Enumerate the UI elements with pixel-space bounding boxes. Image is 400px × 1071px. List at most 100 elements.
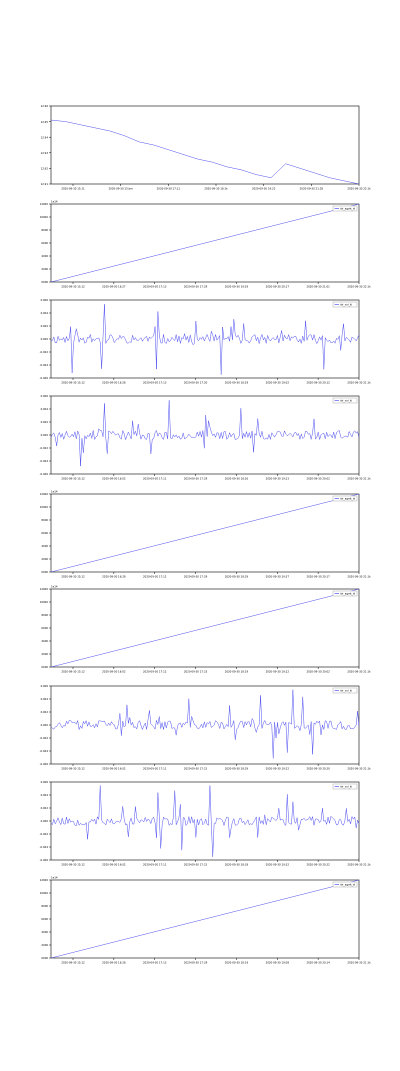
series-line [50,400,360,467]
y-tick-label: -0.006 [40,858,49,862]
y-tick-label: 0.002 [41,710,49,714]
x-tick-label: 2020-09-30 18:1k [204,187,228,191]
x-tick-label: 2020-09-30 16:27 [102,285,126,289]
legend-label: idr_vol_ki [340,785,352,789]
y-tick-label: 10000 [40,891,49,895]
series-line [50,203,360,283]
x-tick-label: 2020-09-30 21:1k [347,670,371,674]
y-tick-label: 6000 [41,531,48,535]
y-tick-label: 8000 [41,518,48,522]
x-tick-label: 2020-09-30 15:12 [61,863,85,867]
x-tick-label: 2020-09-30 15:12 [61,670,85,674]
series-line [50,785,360,857]
x-tick-label: 2020-09-30 16:28 [102,575,126,579]
y-tick-label: 0.002 [41,806,49,810]
x-tick-label: 2020-09-30 20:17 [306,575,330,579]
x-tick-label: 2020-09-30 20:02 [306,477,330,481]
y-tick-label: 4000 [41,639,48,643]
x-tick-label: 2020-09-30 18:29 [225,381,249,385]
legend-box [332,687,358,694]
y-tick-label: -0.002 [40,736,49,740]
offset-text: 1e14 [51,585,58,589]
x-tick-label: 2020-09-30 20:20 [306,767,330,771]
legend-label: idr_agmt_id [340,592,356,596]
x-tick-label: 2020-09-30 15:11 [61,187,85,191]
legend-label: idr_agmt_id [340,883,356,887]
x-tick-label: 2020-09-30 19:02 [266,381,290,385]
series-line [50,304,360,375]
y-tick-label: 0.004 [41,793,49,797]
x-tick-label: 2020-09-30 22:1k [347,187,371,191]
x-tick-label: 2020-09-30 19:22 [252,187,276,191]
x-tick-label: 2020-09-30 16:02 [102,670,126,674]
y-tick-label: -0.002 [40,832,49,836]
y-tick-label: -0.004 [40,459,49,463]
x-tick-label: 2020-09-30 19:22 [266,670,290,674]
y-tick-label: 4000 [41,544,48,548]
x-tick-label: 2020-09-30 18:29 [225,575,249,579]
legend-label: idr_agmt_id [340,497,356,501]
x-tick-label: 2020-09-30 15:12 [61,961,85,965]
chart-2: 12000 10000 8000 6000 4000 2000 0000 2020-09-30… [40,200,371,289]
x-tick-label: 2020-09-30 17:11 [143,767,167,771]
x-tick-label: 2020-09-30 20:22 [306,863,330,867]
legend-label: idr_vol_ki [340,399,352,403]
x-tick-label: 2020-09-30 16:28 [102,381,126,385]
offset-text: 1e14 [51,876,58,880]
y-tick-label: 4000 [41,254,48,258]
y-tick-label: -0.002 [40,446,49,450]
x-tick-label: 2020-09-30 17:29 [184,285,208,289]
y-tick-label: 12.94 [41,135,49,139]
chart-7: 0.006 0.004 0.002 0.000 -0.002 -0.004 -0.006 20… [40,684,371,770]
legend-label: idr_vol_ki [340,303,352,307]
x-tick-label: 2020-09-30 17:11 [143,477,167,481]
series-line [50,689,360,759]
y-tick-label: 0000 [41,280,48,284]
y-tick-label: 2000 [41,943,48,947]
x-tick-label: 2020-09-30 17:21 [184,767,208,771]
legend-label: idr_vol_ki [340,689,352,693]
x-tick-label: 2020-09-30 21:28 [300,187,324,191]
y-tick-label: 8000 [41,613,48,617]
x-tick-label: 2020-09-30 19:37 [266,575,290,579]
x-tick-label: 2020-09-30 18:29 [225,767,249,771]
y-tick-label: 10000 [40,505,49,509]
x-tick-label: 2020-09-30 17:29 [184,575,208,579]
x-tick-label: 2020-09-30 16:02 [102,767,126,771]
x-tick-label: 2020-09-30 17:13 [143,961,167,965]
x-tick-label: 2020-09-30 19:23 [266,477,290,481]
legend-box [332,881,358,888]
chart-6: 12000 10000 8000 6000 4000 2000 0000 2020-09-30… [40,585,371,674]
y-tick-label: 0.004 [41,311,49,315]
x-tick-label: 2020-09-30 17:29 [184,477,208,481]
x-tick-label: 2020-09-30 15:12 [61,381,85,385]
x-tick-label: 2020-09-30 17:13 [143,381,167,385]
x-tick-label: 2020-09-30 17:20 [184,381,208,385]
x-tick-label: 2020-09-30 15:12 [61,575,85,579]
offset-text: 1e14 [51,200,58,204]
y-tick-label: 2000 [41,652,48,656]
y-tick-label: 12.96 [41,104,49,108]
x-tick-label: 2020-09-30 22:1k [347,285,371,289]
y-tick-label: 0.006 [41,780,49,784]
x-tick-label: 2020-09-30 20:17 [266,285,290,289]
y-tick-label: 0000 [41,665,48,669]
y-tick-label: 12.91 [41,182,49,186]
y-tick-label: 12000 [40,587,49,591]
y-tick-label: 0.006 [41,684,49,688]
x-tick-label: 2020-09-30 16:02 [102,477,126,481]
y-tick-label: 0000 [41,956,48,960]
y-tick-label: 0.002 [41,420,49,424]
x-tick-label: 2020-09-30 20:14 [306,961,330,965]
y-tick-label: 4000 [41,930,48,934]
chart-5: 12000 10000 8000 6000 4000 2000 0000 2020-09-30… [40,490,371,579]
y-tick-label: 12.92 [41,167,49,171]
x-tick-label: 2020-09-30 17:21 [184,863,208,867]
y-tick-label: 8000 [41,904,48,908]
x-tick-label: 2020-09-30 17:23 [184,670,208,674]
chart-4: 0.006 0.004 0.002 0.000 -0.002 -0.004 -0.006 20… [40,394,371,480]
x-tick-label: 2020-09-30 16:28 [102,961,126,965]
y-tick-label: 0000 [41,570,48,574]
y-tick-label: 12000 [40,492,49,496]
